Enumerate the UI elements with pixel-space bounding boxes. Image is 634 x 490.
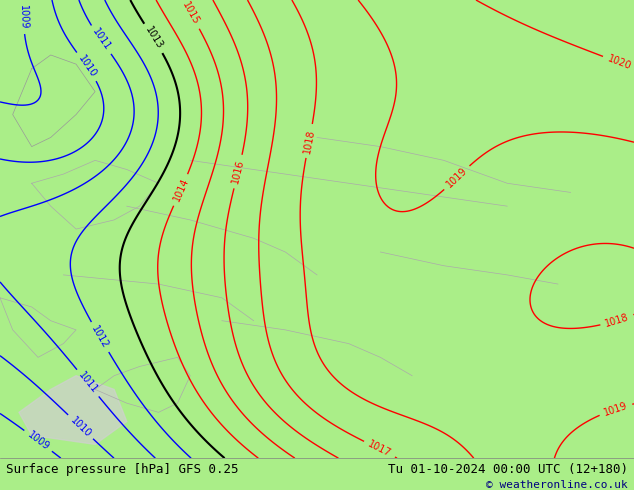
Text: © weatheronline.co.uk: © weatheronline.co.uk <box>486 480 628 490</box>
Text: 1013: 1013 <box>143 25 164 51</box>
Text: 1011: 1011 <box>76 370 100 396</box>
Text: 1014: 1014 <box>171 177 190 203</box>
Text: 1020: 1020 <box>606 53 633 72</box>
Text: 1015: 1015 <box>181 0 201 27</box>
Text: 1016: 1016 <box>230 159 246 185</box>
Text: 1012: 1012 <box>89 324 110 350</box>
Text: 1009: 1009 <box>18 4 29 29</box>
Text: 1009: 1009 <box>25 429 51 452</box>
Polygon shape <box>19 376 127 444</box>
Text: Tu 01-10-2024 00:00 UTC (12+180): Tu 01-10-2024 00:00 UTC (12+180) <box>387 463 628 476</box>
Text: 1019: 1019 <box>602 400 629 418</box>
Text: 1011: 1011 <box>90 27 112 53</box>
Text: 1017: 1017 <box>366 439 393 459</box>
Text: 1019: 1019 <box>444 166 469 190</box>
Text: 1010: 1010 <box>68 415 93 439</box>
Text: 1018: 1018 <box>604 312 630 329</box>
Text: 1010: 1010 <box>76 53 98 79</box>
Text: Surface pressure [hPa] GFS 0.25: Surface pressure [hPa] GFS 0.25 <box>6 463 239 476</box>
Text: 1018: 1018 <box>302 128 316 154</box>
